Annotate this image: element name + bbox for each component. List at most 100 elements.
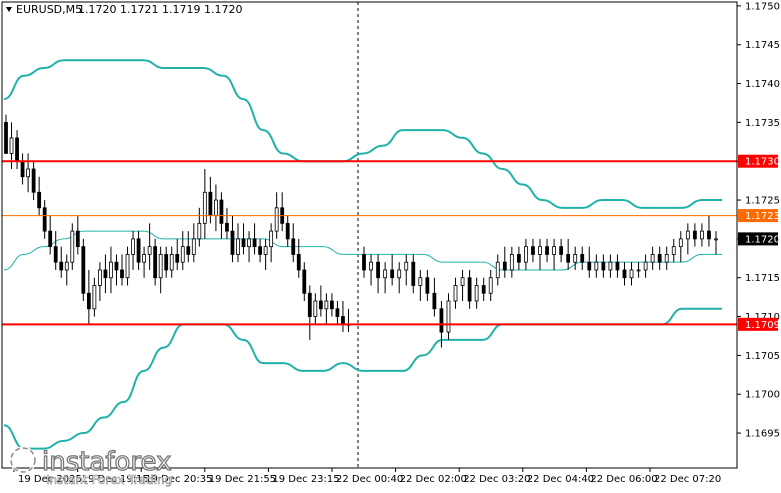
candle-body	[474, 285, 479, 302]
candle-body	[131, 238, 135, 255]
candle-body	[64, 261, 69, 271]
y-tick-label: 1.1710	[745, 312, 780, 323]
candle-body	[671, 246, 676, 255]
candle-body	[175, 254, 180, 263]
price-label-box	[738, 232, 778, 246]
price-label-box	[738, 209, 778, 223]
candle-body	[425, 277, 430, 294]
x-tick-label: 22 Dec 03:20	[463, 474, 530, 485]
candle-body	[197, 222, 202, 240]
candle-body	[230, 230, 235, 255]
candle-body	[120, 269, 124, 279]
candle-body	[467, 277, 472, 302]
candle-body	[330, 300, 334, 310]
y-tick-label: 1.1705	[745, 351, 780, 362]
candle-body	[202, 191, 207, 224]
candle-body	[608, 261, 613, 271]
y-tick-label: 1.1695	[745, 429, 780, 440]
price-label-text: 1.1720	[745, 234, 780, 245]
price-label-box	[738, 154, 778, 168]
instaforex-logo: instaforex Instant Forex Trading	[9, 446, 172, 487]
x-tick-label: 19 Dec 20:35	[145, 474, 212, 485]
price-labels: 1.1730 1.1723 1.1720 1.1709	[738, 154, 780, 331]
candle-body	[86, 292, 91, 310]
candle-body	[169, 254, 174, 271]
candle-body	[191, 238, 196, 255]
candle-body	[369, 261, 373, 271]
candle-body	[622, 269, 627, 279]
x-tick-label: 22 Dec 00:40	[336, 474, 403, 485]
candle-body	[225, 222, 229, 232]
candle-body	[524, 246, 528, 263]
candle-body	[615, 261, 620, 271]
candle-body	[26, 168, 30, 178]
logo-ring-outline-icon	[10, 447, 36, 473]
candle-body	[296, 254, 301, 271]
chart-header: EURUSD,M5 1.1720 1.1721 1.1719 1.1720	[6, 3, 242, 16]
candle-body	[566, 254, 571, 263]
candle-body	[657, 254, 662, 263]
logo-wordmark: instaforex	[42, 447, 171, 477]
price-label-text: 1.1709	[745, 320, 780, 331]
candle-body	[390, 269, 395, 279]
candle-body	[208, 191, 213, 216]
candle-body	[460, 277, 465, 286]
candle-body	[15, 137, 19, 162]
candle-body	[324, 300, 329, 310]
candle-body	[158, 254, 163, 279]
candle-body	[125, 254, 130, 279]
candle-body	[42, 207, 47, 232]
y-tick-label: 1.1740	[745, 79, 780, 90]
price-label-box	[738, 317, 778, 331]
candle-body	[531, 246, 535, 255]
candle-body	[318, 300, 323, 310]
candle-body	[650, 254, 655, 263]
logo-tagline: Instant Forex Trading	[46, 473, 172, 487]
candle-body	[643, 261, 648, 271]
candle-body	[37, 191, 42, 209]
y-tick-label: 1.1745	[745, 40, 780, 51]
candle-body	[59, 261, 64, 271]
x-tick-label: 19 Dec 19:15	[82, 474, 149, 485]
candle-body	[446, 300, 451, 333]
x-tick-label: 22 Dec 06:00	[590, 474, 657, 485]
x-tick-label: 19 Dec 23:15	[272, 474, 339, 485]
candle-body	[291, 238, 296, 255]
candle-body	[247, 238, 251, 248]
candle-body	[53, 246, 58, 263]
candle-body	[559, 246, 564, 255]
candle-body	[142, 254, 146, 263]
candle-body	[453, 285, 458, 302]
y-tick-label: 1.1700	[745, 390, 780, 401]
candle-body	[274, 207, 279, 232]
candle-body	[20, 160, 25, 178]
candle-body	[700, 230, 704, 240]
candle-body	[509, 254, 514, 271]
x-tick-label: 22 Dec 02:00	[400, 474, 467, 485]
price-label-text: 1.1723	[745, 211, 780, 222]
candle-body	[31, 168, 36, 193]
candle-body	[269, 230, 274, 248]
candle-body	[9, 137, 14, 154]
candle-body	[714, 238, 718, 241]
symbol-dropdown-icon[interactable]	[6, 7, 12, 12]
candle-body	[629, 269, 634, 279]
candle-body	[186, 246, 191, 255]
candle-body	[285, 222, 290, 240]
candle-body	[70, 230, 75, 263]
candle-body	[214, 199, 218, 216]
candle-body	[75, 230, 80, 248]
candle-body	[594, 261, 599, 271]
x-tick-label: 19 Dec 2025	[18, 474, 82, 485]
candle-body	[439, 308, 444, 333]
candle-body	[4, 121, 8, 154]
candle-body	[147, 246, 152, 255]
x-tick-label: 22 Dec 04:40	[527, 474, 594, 485]
candle-body	[573, 254, 578, 263]
candle-body	[481, 285, 486, 294]
candle-body	[587, 261, 592, 271]
candle-body	[418, 277, 423, 286]
candle-body	[164, 254, 169, 271]
price-levels	[2, 160, 737, 326]
